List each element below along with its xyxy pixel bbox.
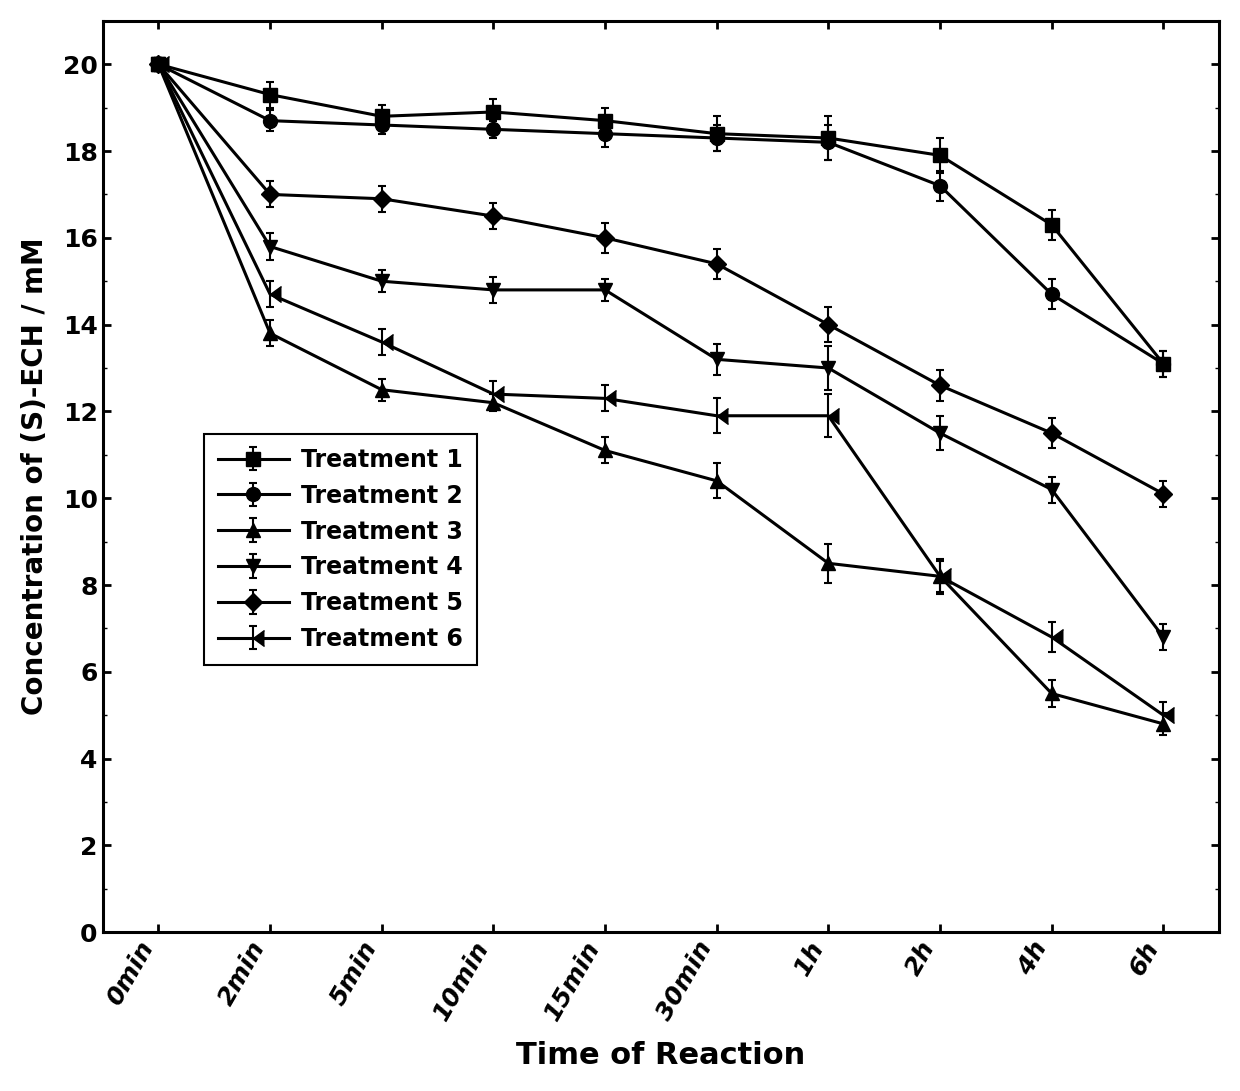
Y-axis label: Concentration of (S)-ECH / mM: Concentration of (S)-ECH / mM: [21, 238, 48, 716]
Legend: Treatment 1, Treatment 2, Treatment 3, Treatment 4, Treatment 5, Treatment 6: Treatment 1, Treatment 2, Treatment 3, T…: [203, 434, 476, 666]
X-axis label: Time of Reaction: Time of Reaction: [516, 1041, 806, 1070]
